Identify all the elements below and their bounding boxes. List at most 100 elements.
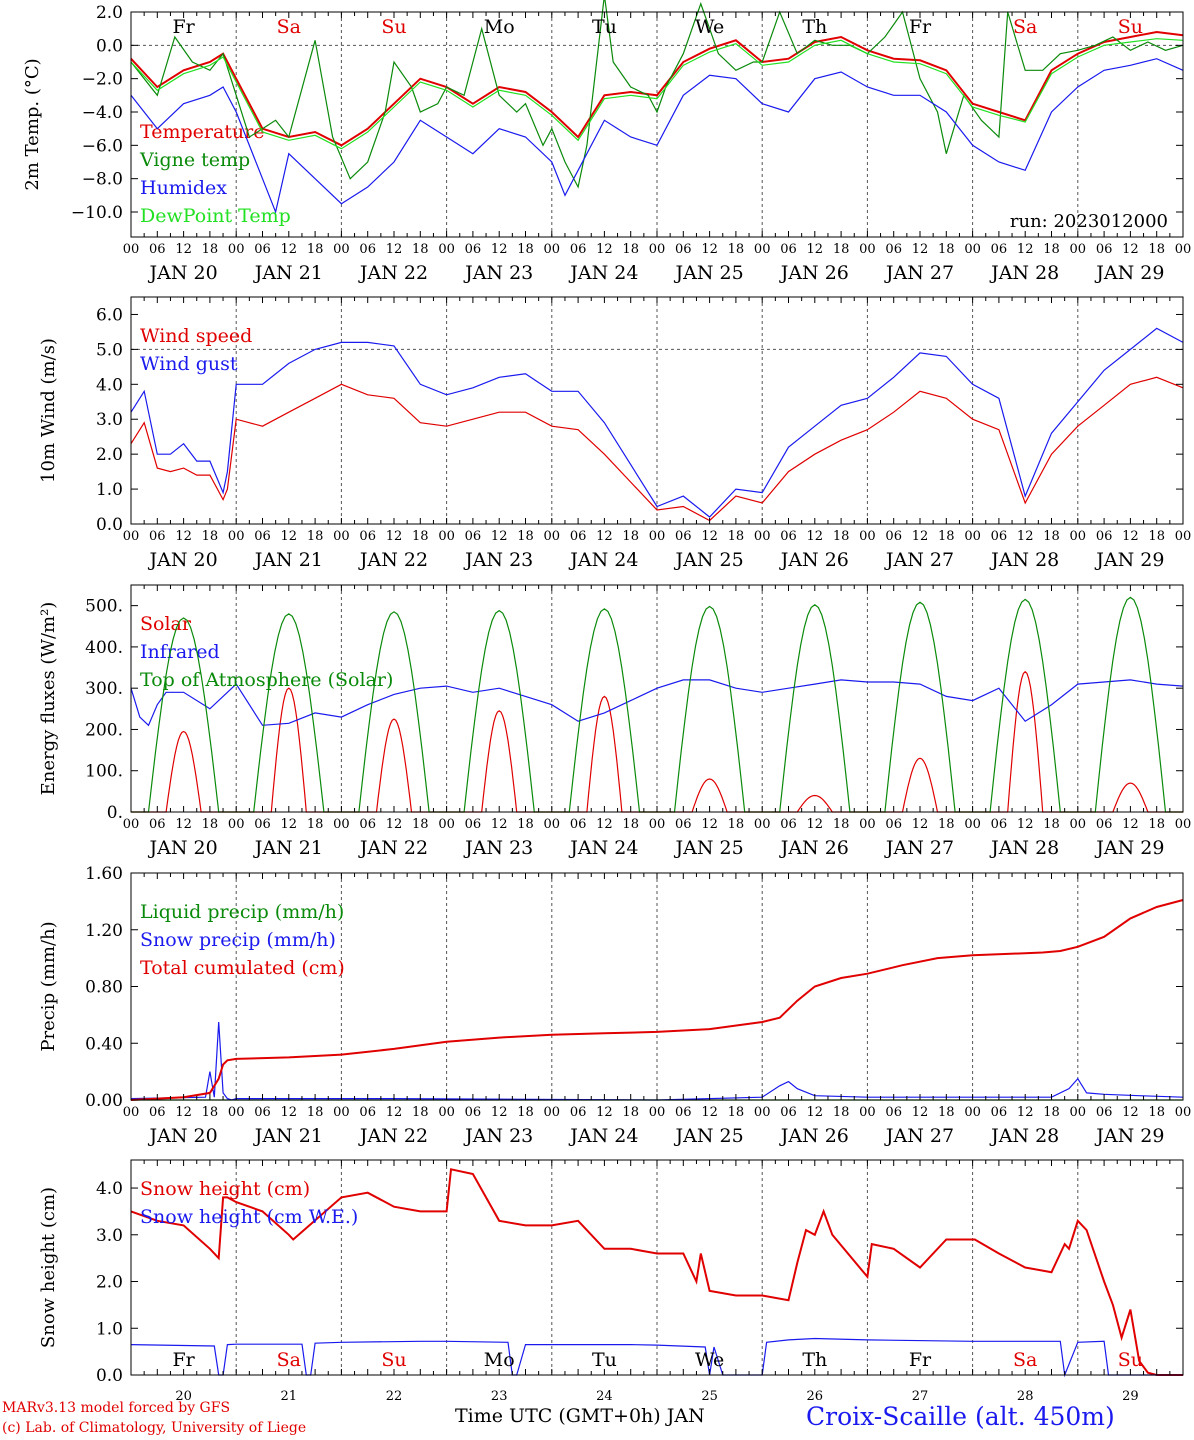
x-date-label: JAN 27 xyxy=(884,549,954,571)
y-tick-label: 0.40 xyxy=(85,1034,123,1054)
weekday-label: Sa xyxy=(1013,16,1037,38)
x-hour-label: 00 xyxy=(754,817,771,832)
y-tick-label: 0.00 xyxy=(85,1091,123,1111)
x-hour-label: 12 xyxy=(386,1105,403,1120)
weekday-label: Fr xyxy=(172,16,195,38)
x-date-label: JAN 25 xyxy=(674,262,744,284)
x-day-number: 29 xyxy=(1122,1389,1139,1404)
y-tick-label: 400. xyxy=(85,638,123,658)
x-hour-label: 18 xyxy=(202,529,219,544)
y-tick-label: 0.0 xyxy=(96,1366,123,1386)
weekday-label: Th xyxy=(802,1349,827,1371)
x-hour-label: 00 xyxy=(1070,242,1087,257)
x-date-label: JAN 25 xyxy=(674,837,744,859)
x-hour-label: 00 xyxy=(1175,529,1192,544)
x-hour-label: 18 xyxy=(833,817,850,832)
x-date-label: JAN 29 xyxy=(1094,1125,1164,1147)
x-hour-label: 06 xyxy=(359,1105,376,1120)
x-hour-label: 12 xyxy=(386,817,403,832)
legend-entry: DewPoint Temp xyxy=(140,205,291,227)
x-date-label: JAN 26 xyxy=(779,837,849,859)
y-tick-label: 1.20 xyxy=(85,921,123,941)
x-hour-label: 12 xyxy=(175,817,192,832)
x-hour-label: 00 xyxy=(859,529,876,544)
x-hour-label: 06 xyxy=(885,1105,902,1120)
weekday-label: Sa xyxy=(277,1349,301,1371)
y-axis-label: 10m Wind (m/s) xyxy=(38,338,59,483)
y-tick-label: 5.0 xyxy=(96,340,123,360)
y-axis-label: 2m Temp. (°C) xyxy=(22,58,43,190)
x-date-label: JAN 28 xyxy=(989,837,1059,859)
x-hour-label: 12 xyxy=(175,1105,192,1120)
x-hour-label: 18 xyxy=(728,242,745,257)
x-hour-label: 18 xyxy=(412,1105,429,1120)
weekday-label: Fr xyxy=(172,1349,195,1371)
legend-entry: Humidex xyxy=(140,177,227,199)
x-hour-label: 06 xyxy=(570,529,587,544)
x-date-label: JAN 20 xyxy=(148,837,218,859)
x-hour-label: 00 xyxy=(123,242,140,257)
legend-entry: Vigne temp xyxy=(139,149,250,171)
x-date-label: JAN 23 xyxy=(463,837,533,859)
x-hour-label: 06 xyxy=(254,242,271,257)
x-hour-label: 00 xyxy=(1070,1105,1087,1120)
y-tick-label: 6.0 xyxy=(96,305,123,325)
x-hour-label: 18 xyxy=(622,1105,639,1120)
x-hour-label: 00 xyxy=(964,529,981,544)
x-hour-label: 00 xyxy=(544,529,561,544)
x-hour-label: 06 xyxy=(991,242,1008,257)
weekday-label: Mo xyxy=(484,16,515,38)
x-hour-label: 12 xyxy=(175,242,192,257)
x-hour-label: 00 xyxy=(1175,1105,1192,1120)
x-date-label: JAN 26 xyxy=(779,549,849,571)
y-tick-label: 0.0 xyxy=(96,515,123,535)
x-hour-label: 00 xyxy=(649,529,666,544)
x-hour-label: 00 xyxy=(544,817,561,832)
weekday-label: Tu xyxy=(592,16,617,38)
y-tick-label: 2.0 xyxy=(96,3,123,23)
x-hour-label: 18 xyxy=(938,529,955,544)
x-hour-label: 00 xyxy=(859,1105,876,1120)
x-hour-label: 06 xyxy=(1096,242,1113,257)
weekday-label: Fr xyxy=(909,1349,932,1371)
meteogram: Temperature Vigne temp Humidex DewPoint Tem… xyxy=(22,0,1192,1404)
y-tick-label: −2.0 xyxy=(82,70,123,90)
x-hour-label: 06 xyxy=(780,529,797,544)
x-hour-label: 18 xyxy=(202,817,219,832)
x-hour-label: 18 xyxy=(622,817,639,832)
y-tick-label: −8.0 xyxy=(82,170,123,190)
x-hour-label: 06 xyxy=(885,242,902,257)
x-hour-label: 06 xyxy=(254,529,271,544)
x-hour-label: 12 xyxy=(596,817,613,832)
x-hour-label: 00 xyxy=(964,1105,981,1120)
y-axis-label: Precip (mm/h) xyxy=(38,921,59,1051)
x-hour-label: 00 xyxy=(544,1105,561,1120)
x-hour-label: 18 xyxy=(1043,529,1060,544)
x-hour-label: 18 xyxy=(1043,1105,1060,1120)
x-hour-label: 00 xyxy=(123,1105,140,1120)
x-day-number: 27 xyxy=(912,1389,929,1404)
panel-energy: Solar Infrared Top of Atmosphere (Solar) 0.… xyxy=(38,584,1191,859)
x-hour-label: 18 xyxy=(517,529,534,544)
x-hour-label: 00 xyxy=(228,242,245,257)
x-hour-label: 06 xyxy=(254,1105,271,1120)
x-hour-label: 00 xyxy=(333,529,350,544)
x-hour-label: 06 xyxy=(149,1105,166,1120)
x-date-label: JAN 29 xyxy=(1094,837,1164,859)
x-hour-label: 00 xyxy=(649,817,666,832)
series-line-total-cumulated-cm xyxy=(130,899,1184,1101)
y-tick-label: 100. xyxy=(85,762,123,782)
x-hour-label: 00 xyxy=(964,817,981,832)
y-tick-label: −10.0 xyxy=(71,203,123,223)
y-tick-label: 3.0 xyxy=(96,410,123,430)
weekday-label: Su xyxy=(381,16,406,38)
x-hour-label: 18 xyxy=(622,529,639,544)
x-hour-label: 18 xyxy=(307,242,324,257)
x-date-label: JAN 22 xyxy=(358,549,428,571)
x-hour-label: 12 xyxy=(491,529,508,544)
x-date-label: JAN 27 xyxy=(884,262,954,284)
x-date-label: JAN 27 xyxy=(884,1125,954,1147)
x-hour-label: 06 xyxy=(570,242,587,257)
x-hour-label: 12 xyxy=(491,817,508,832)
weekday-label: Su xyxy=(1118,1349,1143,1371)
